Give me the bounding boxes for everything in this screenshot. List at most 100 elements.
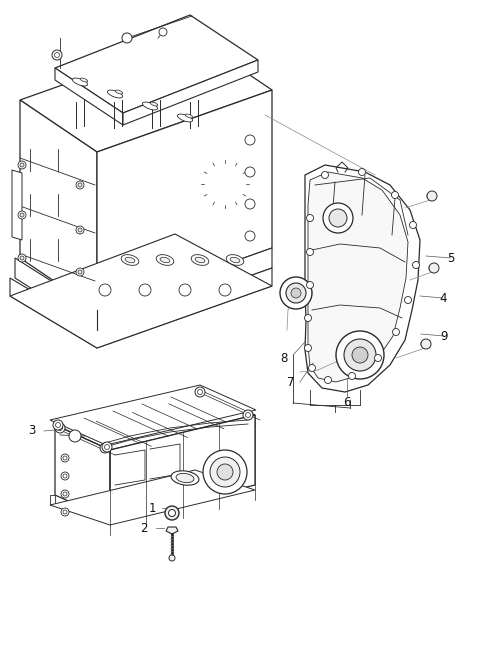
Circle shape <box>61 472 69 480</box>
Polygon shape <box>50 495 55 505</box>
Circle shape <box>122 33 132 43</box>
Circle shape <box>245 231 255 241</box>
Ellipse shape <box>160 257 170 263</box>
Polygon shape <box>10 278 97 348</box>
Circle shape <box>203 450 247 494</box>
Text: 5: 5 <box>447 251 455 264</box>
Circle shape <box>78 270 82 274</box>
Polygon shape <box>97 268 272 348</box>
Circle shape <box>20 163 24 167</box>
Ellipse shape <box>176 474 194 483</box>
Circle shape <box>309 365 315 371</box>
Ellipse shape <box>121 255 139 266</box>
Circle shape <box>322 171 328 178</box>
Circle shape <box>179 284 191 296</box>
Polygon shape <box>20 100 97 310</box>
Ellipse shape <box>150 102 158 106</box>
Polygon shape <box>55 425 110 520</box>
Polygon shape <box>97 248 272 330</box>
Circle shape <box>393 329 399 335</box>
Ellipse shape <box>115 90 123 94</box>
Ellipse shape <box>195 257 205 263</box>
Polygon shape <box>123 60 258 125</box>
Circle shape <box>53 420 63 430</box>
Circle shape <box>61 454 69 462</box>
Circle shape <box>344 339 376 371</box>
Ellipse shape <box>178 114 192 122</box>
Circle shape <box>168 510 176 516</box>
Circle shape <box>374 354 382 361</box>
Text: 3: 3 <box>28 424 36 438</box>
Text: 8: 8 <box>280 352 288 365</box>
Circle shape <box>245 135 255 145</box>
Circle shape <box>18 211 26 219</box>
Ellipse shape <box>108 90 122 98</box>
Circle shape <box>392 192 398 199</box>
Ellipse shape <box>226 255 244 266</box>
Circle shape <box>329 209 347 227</box>
Circle shape <box>421 339 431 349</box>
Circle shape <box>323 203 353 233</box>
Ellipse shape <box>125 257 135 263</box>
Circle shape <box>69 430 81 442</box>
Circle shape <box>307 281 313 289</box>
Polygon shape <box>55 15 258 113</box>
Ellipse shape <box>143 102 157 110</box>
Circle shape <box>348 373 356 380</box>
Circle shape <box>291 288 301 298</box>
Circle shape <box>18 254 26 262</box>
Circle shape <box>76 226 84 234</box>
Polygon shape <box>20 38 272 152</box>
Circle shape <box>78 228 82 232</box>
Text: 9: 9 <box>440 329 448 342</box>
Polygon shape <box>97 90 272 310</box>
Circle shape <box>76 268 84 276</box>
Circle shape <box>427 191 437 201</box>
Circle shape <box>61 508 69 516</box>
Circle shape <box>307 249 313 255</box>
Polygon shape <box>166 527 178 534</box>
Circle shape <box>245 167 255 177</box>
Circle shape <box>20 256 24 260</box>
Circle shape <box>165 506 179 520</box>
Circle shape <box>18 161 26 169</box>
Circle shape <box>324 377 332 384</box>
Circle shape <box>304 344 312 352</box>
Ellipse shape <box>185 114 193 118</box>
Polygon shape <box>55 68 123 125</box>
Polygon shape <box>15 258 97 330</box>
Circle shape <box>307 215 313 222</box>
Circle shape <box>100 443 110 453</box>
Text: 4: 4 <box>439 291 447 304</box>
Polygon shape <box>50 385 256 445</box>
Circle shape <box>336 331 384 379</box>
Circle shape <box>52 50 62 60</box>
Circle shape <box>409 222 417 228</box>
Polygon shape <box>10 234 272 348</box>
Circle shape <box>61 490 69 498</box>
Polygon shape <box>12 170 22 240</box>
Circle shape <box>359 169 365 176</box>
Polygon shape <box>50 470 255 525</box>
Circle shape <box>20 213 24 217</box>
Circle shape <box>405 297 411 304</box>
Ellipse shape <box>191 255 209 266</box>
Circle shape <box>219 284 231 296</box>
Circle shape <box>78 183 82 187</box>
Text: 1: 1 <box>148 501 156 514</box>
Circle shape <box>286 283 306 303</box>
Circle shape <box>99 284 111 296</box>
Circle shape <box>429 263 439 273</box>
Polygon shape <box>308 172 408 382</box>
Circle shape <box>102 442 112 452</box>
Circle shape <box>76 181 84 189</box>
Circle shape <box>245 199 255 209</box>
Ellipse shape <box>171 471 199 485</box>
Text: 7: 7 <box>287 375 295 388</box>
Circle shape <box>412 262 420 268</box>
Circle shape <box>159 28 167 36</box>
Ellipse shape <box>156 255 174 266</box>
Circle shape <box>139 284 151 296</box>
Circle shape <box>55 423 65 433</box>
Circle shape <box>217 464 233 480</box>
